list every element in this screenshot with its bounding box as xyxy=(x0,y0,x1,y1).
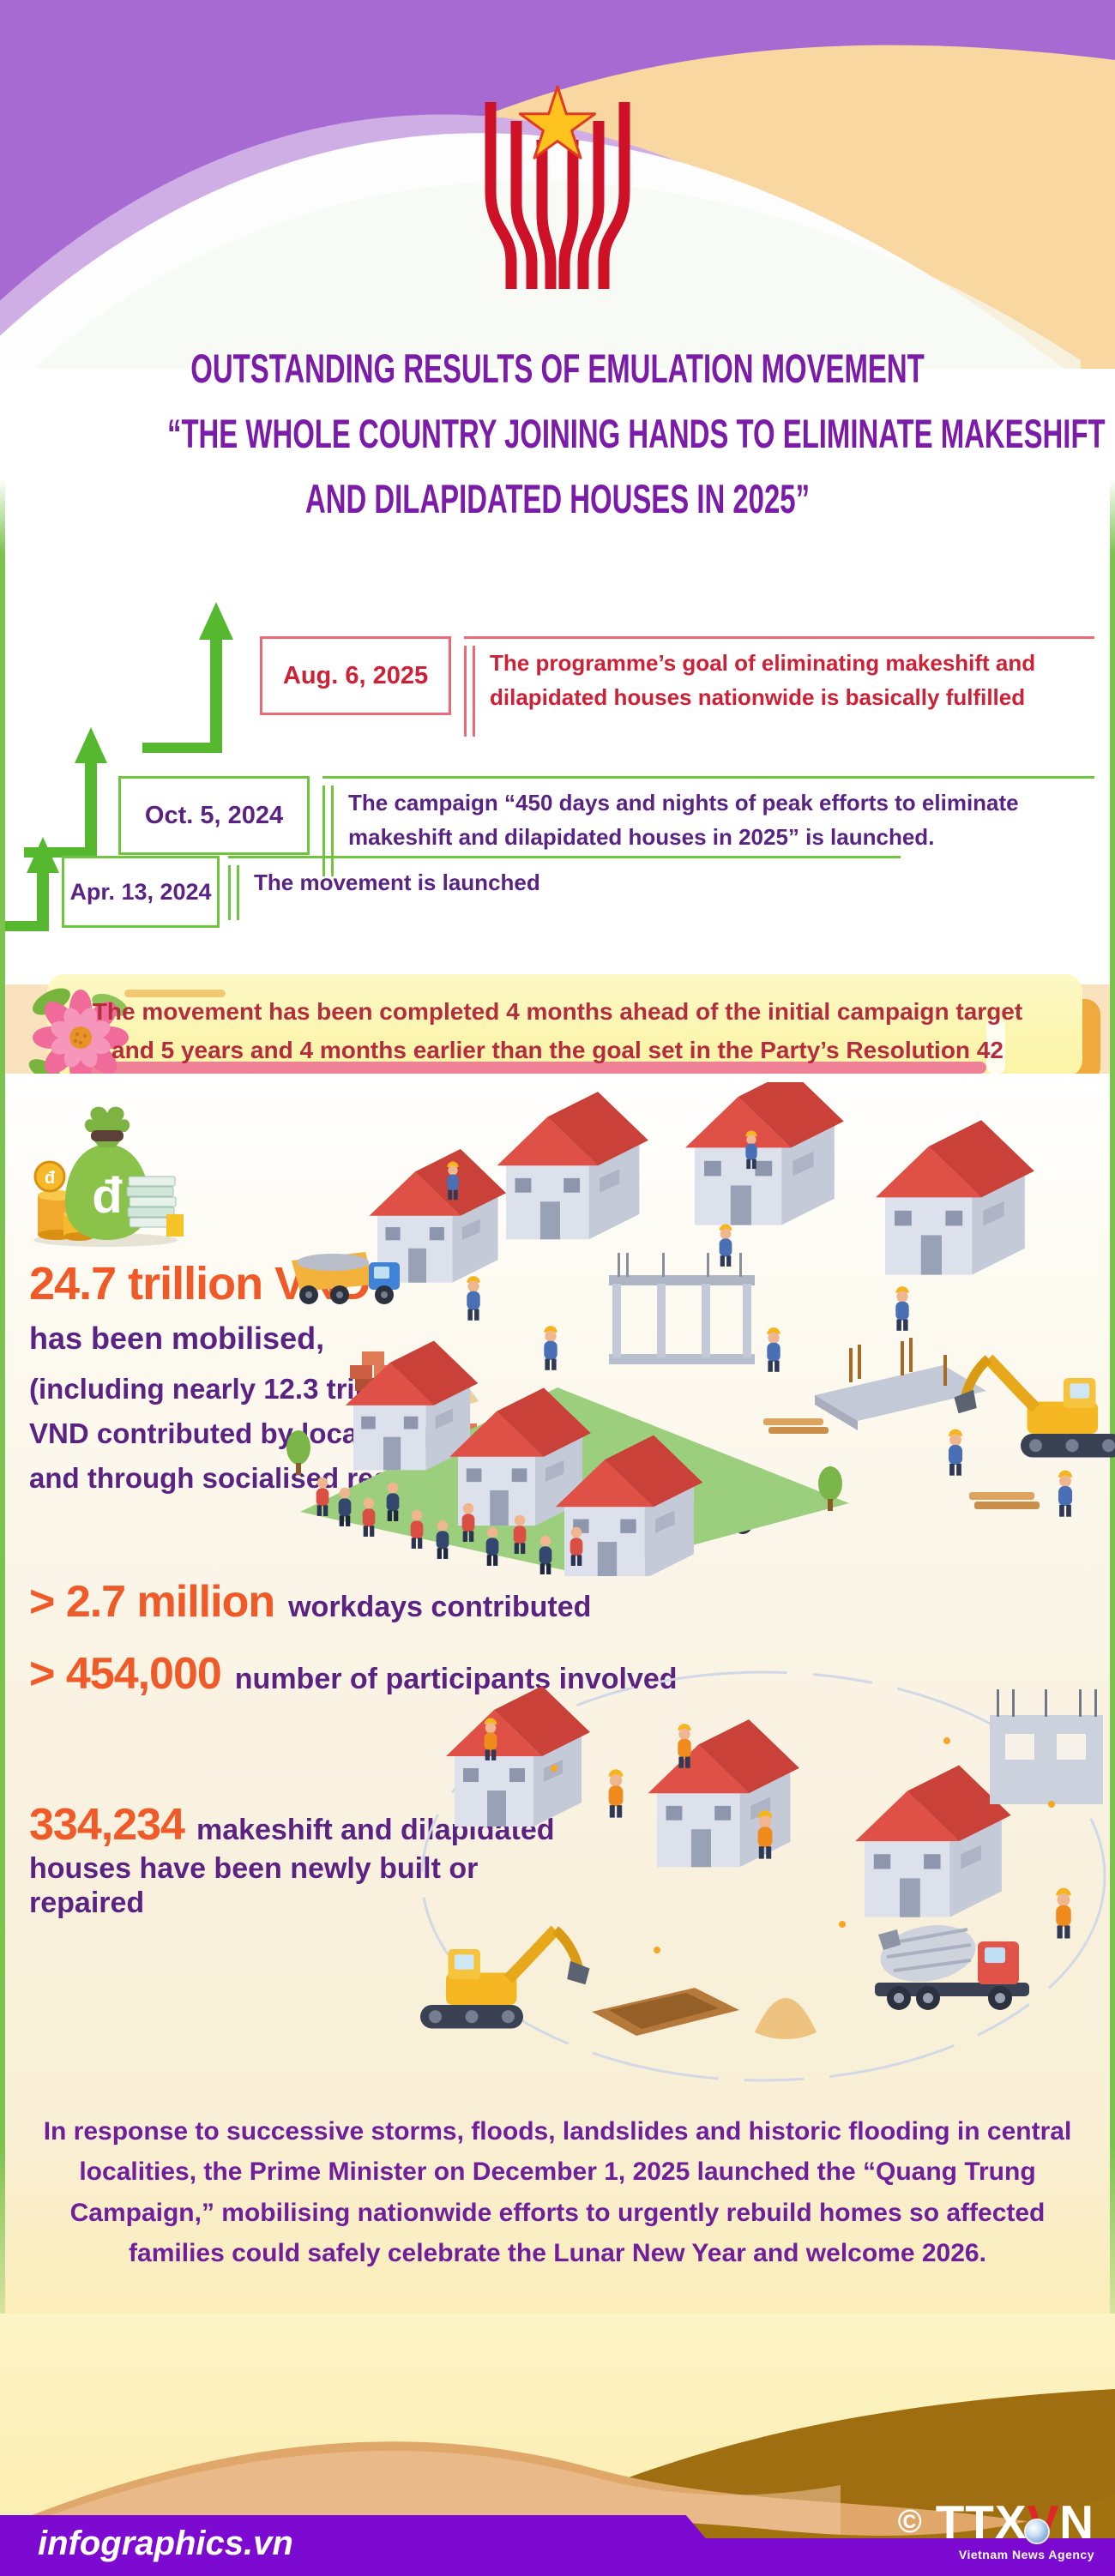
rebuild-illustration xyxy=(395,1670,1106,2082)
scroll-curl xyxy=(986,1019,1005,1074)
page-title-line1: OUTSTANDING RESULTS OF EMULATION MOVEMEN… xyxy=(190,346,925,391)
agency-acronym: TTXVN xyxy=(936,2499,1094,2546)
dump-truck-icon xyxy=(292,1252,400,1304)
excavator-icon xyxy=(955,1359,1115,1458)
timeline-description-text: The movement is launched xyxy=(254,870,540,895)
foundation-icon xyxy=(815,1338,986,1430)
tree xyxy=(818,1466,842,1501)
stat-houses-value: 334,234 xyxy=(29,1800,185,1850)
stat-workdays-label: workdays contributed xyxy=(288,1591,592,1623)
site-link[interactable]: infographics.vn xyxy=(38,2525,293,2562)
page-title-line2: “THE WHOLE COUNTRY JOINING HANDS TO ELIM… xyxy=(167,411,1106,457)
page-title-line3: AND DILAPIDATED HOUSES IN 2025” xyxy=(304,476,811,522)
village-illustration xyxy=(286,1340,849,1576)
money-bag-icon: đ đ xyxy=(33,1106,184,1247)
concrete-wall-icon xyxy=(990,1689,1103,1804)
agency-acronym-n: N xyxy=(1059,2495,1094,2549)
excavator-icon xyxy=(420,1930,590,2029)
sand-pile-icon xyxy=(755,1998,817,2039)
up-arrow-icon xyxy=(24,727,107,858)
concrete-frame-icon xyxy=(609,1253,755,1364)
timeline-date: Apr. 13, 2024 xyxy=(62,856,220,928)
stat-participants: > 454,000 number of participants involve… xyxy=(29,1648,678,1700)
timeline-description-text: The programme’s goal of eliminating make… xyxy=(490,650,1036,711)
decorative-dots xyxy=(551,1737,1055,1953)
timeline-description-text: The campaign “450 days and nights of pea… xyxy=(348,790,1019,851)
house-icon xyxy=(446,1686,1011,1917)
mixer-truck-icon xyxy=(875,1925,1029,2010)
hands-stripes-icon xyxy=(485,102,630,289)
right-border-strip xyxy=(1110,478,1115,2374)
up-arrow-icon xyxy=(5,837,59,931)
timeline-arrows xyxy=(5,602,233,931)
star-icon xyxy=(518,85,597,159)
highlight-text: The movement has been completed 4 months… xyxy=(92,998,1023,1063)
timeline-date: Aug. 6, 2025 xyxy=(260,636,451,715)
agency-name: Vietnam News Agency xyxy=(958,2548,1094,2561)
timeline-description: The programme’s goal of eliminating make… xyxy=(464,636,1094,742)
timeline-date: Oct. 5, 2024 xyxy=(118,776,310,855)
agency-acronym-ttx: TTX xyxy=(935,2495,1028,2549)
timeline-description: The movement is launched xyxy=(228,856,901,925)
scroll-roll xyxy=(81,1062,986,1074)
banknote-stack-icon xyxy=(126,1176,184,1237)
scroll-ribbon xyxy=(124,990,226,997)
copyright-icon: © xyxy=(897,2504,922,2540)
pit-icon xyxy=(592,1988,739,2036)
dong-coin-icon xyxy=(33,1160,66,1193)
stat-workdays-value: > 2.7 million xyxy=(29,1577,275,1627)
tree xyxy=(286,1430,310,1465)
left-border-strip xyxy=(0,478,5,2374)
closing-paragraph: In response to successive storms, floods… xyxy=(43,2117,1072,2268)
house-icon xyxy=(369,1082,1034,1283)
stat-mobilised-caption: has been mobilised, xyxy=(29,1321,325,1356)
emulation-movement-emblem xyxy=(485,85,630,289)
stat-participants-value: > 454,000 xyxy=(29,1649,222,1699)
ttxvn-logo: © TTXVN Vietnam News Agency xyxy=(897,2499,1094,2562)
stat-workdays: > 2.7 million workdays contributed xyxy=(29,1576,591,1628)
stat-mobilised-detail-line: (including nearly 12.3 trillion xyxy=(29,1373,413,1405)
page-title: OUTSTANDING RESULTS OF EMULATION MOVEMEN… xyxy=(0,336,1115,532)
svg-text:đ: đ xyxy=(92,1168,123,1224)
up-arrow-icon xyxy=(142,602,233,753)
stat-participants-label: number of participants involved xyxy=(234,1663,678,1695)
globe-icon xyxy=(1024,2519,1050,2544)
lumber-icon xyxy=(763,1418,1040,1509)
footer-purple-band xyxy=(0,2538,1115,2576)
content-background xyxy=(0,1074,1115,2315)
timeline-description: The campaign “450 days and nights of pea… xyxy=(322,776,1094,882)
svg-text:đ: đ xyxy=(45,1169,56,1188)
